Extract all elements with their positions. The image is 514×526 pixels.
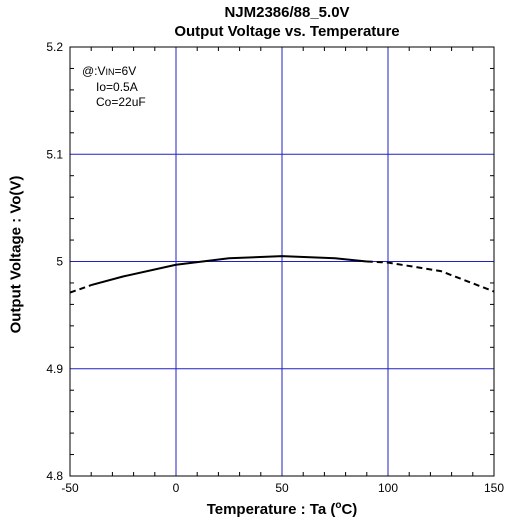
x-axis-label-degree: o xyxy=(335,500,342,511)
x-axis-label-suffix: C) xyxy=(341,501,358,518)
note-io: Io=0.5A xyxy=(96,80,138,94)
series-lines xyxy=(69,255,495,294)
grid-lines xyxy=(70,47,494,476)
series-line-dashed xyxy=(69,284,92,294)
y-tick-label: 5.2 xyxy=(46,40,63,54)
y-axis-label: Output Voltage : Vo(V) xyxy=(7,175,25,334)
y-tick-label: 5.1 xyxy=(46,147,63,161)
chart-title: NJM2386/88_5.0V xyxy=(224,4,350,21)
conditions-note: @:VIN=6V Io=0.5A Co=22uF xyxy=(82,64,146,110)
x-tick-label: 50 xyxy=(275,481,289,495)
x-tick-label: 0 xyxy=(173,481,180,495)
series-line-solid xyxy=(90,255,367,287)
note-vin: @:VIN=6V xyxy=(82,64,137,78)
x-tick-label: -50 xyxy=(61,481,79,495)
chart-subtitle: Output Voltage vs. Temperature xyxy=(174,23,400,40)
y-tick-label: 4.9 xyxy=(46,362,63,376)
tick-marks xyxy=(70,47,494,476)
x-axis-label: Temperature : Ta (oC) xyxy=(70,500,494,518)
tick-labels: -50 0 50 100 150 4.8 4.9 5 5.1 5.2 xyxy=(46,40,504,495)
note-co: Co=22uF xyxy=(96,95,146,109)
plot-frame xyxy=(69,46,495,477)
x-tick-label: 100 xyxy=(378,481,398,495)
x-axis-label-prefix: Temperature : Ta ( xyxy=(206,501,336,518)
y-tick-label: 5 xyxy=(56,255,63,269)
y-tick-label: 4.8 xyxy=(46,469,63,483)
x-tick-label: 150 xyxy=(484,481,504,495)
series-line-dashed xyxy=(366,260,495,293)
